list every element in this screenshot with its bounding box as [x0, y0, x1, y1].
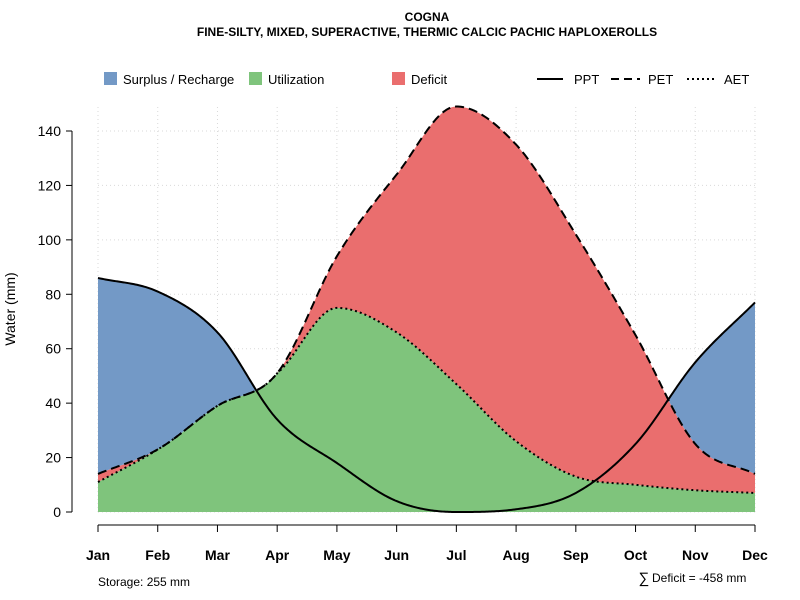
series-line-aet — [97, 306, 756, 494]
legend-swatch-deficit — [392, 72, 405, 85]
y-tick-label: 140 — [38, 123, 62, 139]
y-tick-label: 100 — [38, 232, 62, 248]
x-tick-label: Jul — [446, 547, 466, 563]
x-tick-label: Feb — [145, 547, 170, 563]
deficit-total: Deficit = -458 mm — [652, 571, 746, 585]
y-tick-label: 40 — [45, 395, 61, 411]
area-surplus-recharge — [98, 106, 755, 474]
series-line-pet — [97, 105, 756, 475]
y-axis-label: Water (mm) — [2, 272, 18, 345]
legend-label-utilization: Utilization — [268, 72, 324, 87]
x-tick-label: Apr — [265, 547, 290, 563]
series-line-ppt — [97, 276, 756, 513]
legend-label-ppt: PPT — [574, 72, 599, 87]
legend-swatch-surplus — [104, 72, 117, 85]
legend: Surplus / Recharge Utilization Deficit P… — [104, 72, 749, 87]
x-tick-label: Oct — [624, 547, 648, 563]
sum-symbol: ∑ — [639, 570, 650, 587]
x-tick-label: Jun — [384, 547, 409, 563]
y-tick-label: 120 — [38, 177, 62, 193]
x-tick-label: Mar — [205, 547, 230, 563]
y-tick-label: 0 — [53, 504, 61, 520]
chart-title: COGNA — [405, 10, 450, 24]
chart-subtitle: FINE-SILTY, MIXED, SUPERACTIVE, THERMIC … — [197, 25, 657, 39]
legend-label-deficit: Deficit — [411, 72, 448, 87]
x-tick-label: May — [323, 547, 350, 563]
y-tick-label: 80 — [45, 286, 61, 302]
x-tick-label: Jan — [86, 547, 110, 563]
x-tick-label: Nov — [682, 547, 709, 563]
x-tick-label: Dec — [742, 547, 768, 563]
legend-label-aet: AET — [724, 72, 749, 87]
y-tick-label: 60 — [45, 341, 61, 357]
area-utilization — [98, 307, 755, 512]
legend-label-surplus: Surplus / Recharge — [123, 72, 234, 87]
area-deficit — [98, 106, 755, 493]
y-tick-label: 20 — [45, 450, 61, 466]
storage-note: Storage: 255 mm — [98, 575, 190, 589]
x-tick-label: Aug — [502, 547, 529, 563]
x-tick-label: Sep — [563, 547, 589, 563]
legend-label-pet: PET — [648, 72, 673, 87]
legend-swatch-utilization — [249, 72, 262, 85]
